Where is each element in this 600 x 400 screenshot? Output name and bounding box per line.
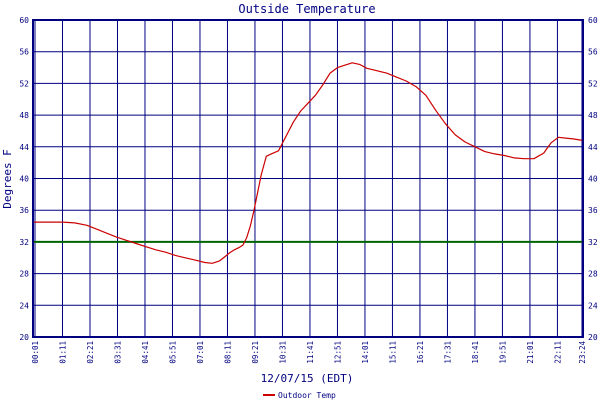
- x-tick-label: 19:51: [498, 341, 507, 364]
- y-axis-title: Degrees F: [1, 149, 14, 209]
- x-tick-label: 04:41: [141, 341, 150, 364]
- x-tick-label: 01:11: [58, 341, 67, 364]
- x-tick-label: 18:41: [471, 341, 480, 364]
- x-tick-label: 22:11: [553, 341, 562, 364]
- y-tick-label-right: 52: [588, 79, 598, 88]
- y-tick-label-right: 60: [588, 16, 598, 25]
- y-tick-label-left: 44: [19, 143, 29, 152]
- y-tick-label-left: 32: [19, 238, 29, 247]
- legend: Outdoor Temp: [263, 391, 336, 400]
- x-tick-label: 12:51: [333, 341, 342, 364]
- x-tick-label: 08:11: [223, 341, 232, 364]
- x-tick-label: 05:51: [168, 341, 177, 364]
- x-tick-label: 23:24: [578, 341, 587, 364]
- y-tick-label-left: 52: [19, 79, 29, 88]
- y-tick-label-right: 32: [588, 238, 598, 247]
- x-axis-title: 12/07/15 (EDT): [261, 372, 354, 385]
- x-tick-label: 15:11: [388, 341, 397, 364]
- x-tick-label: 21:01: [526, 341, 535, 364]
- y-tick-label-right: 20: [588, 333, 598, 342]
- y-tick-label-left: 28: [19, 270, 29, 279]
- y-tick-label-left: 40: [19, 175, 29, 184]
- y-tick-label-right: 48: [588, 111, 598, 120]
- legend-label-outdoor-temp: Outdoor Temp: [278, 391, 336, 400]
- plot-frame: [32, 19, 584, 338]
- chart-title: Outside Temperature: [238, 2, 375, 16]
- x-tick-label: 17:31: [443, 341, 452, 364]
- x-tick-label: 11:41: [306, 341, 315, 364]
- y-tick-label-right: 36: [588, 206, 598, 215]
- x-tick-label: 09:21: [251, 341, 260, 364]
- x-tick-label: 02:21: [86, 341, 95, 364]
- x-tick-label: 10:31: [278, 341, 287, 364]
- x-tick-label: 14:01: [361, 341, 370, 364]
- y-axis-right-ticks: 20 24 28 32 36 40 44 48 52 56 60: [588, 16, 598, 342]
- x-tick-label: 07:01: [196, 341, 205, 364]
- y-tick-label-left: 48: [19, 111, 29, 120]
- series-line-outdoor-temp: [33, 62, 584, 264]
- x-tick-label: 16:21: [416, 341, 425, 364]
- y-tick-label-left: 20: [19, 333, 29, 342]
- y-tick-label-left: 56: [19, 48, 29, 57]
- y-tick-label-left: 24: [19, 301, 29, 310]
- x-axis-ticks: 00:01 01:11 02:21 03:31 04:41 05:51 07:01 08:11…: [31, 341, 587, 364]
- y-tick-label-right: 28: [588, 270, 598, 279]
- y-tick-label-right: 56: [588, 48, 598, 57]
- x-tick-label: 03:31: [113, 341, 122, 364]
- x-tick-label: 00:01: [31, 341, 40, 364]
- y-tick-label-right: 44: [588, 143, 598, 152]
- y-tick-label-right: 24: [588, 301, 598, 310]
- y-tick-label-right: 40: [588, 175, 598, 184]
- y-tick-label-left: 36: [19, 206, 29, 215]
- y-tick-label-left: 60: [19, 16, 29, 25]
- y-axis-left-ticks: 20 24 28 32 36 40 44 48 52 56 60: [19, 16, 29, 342]
- series-layer: [33, 62, 584, 264]
